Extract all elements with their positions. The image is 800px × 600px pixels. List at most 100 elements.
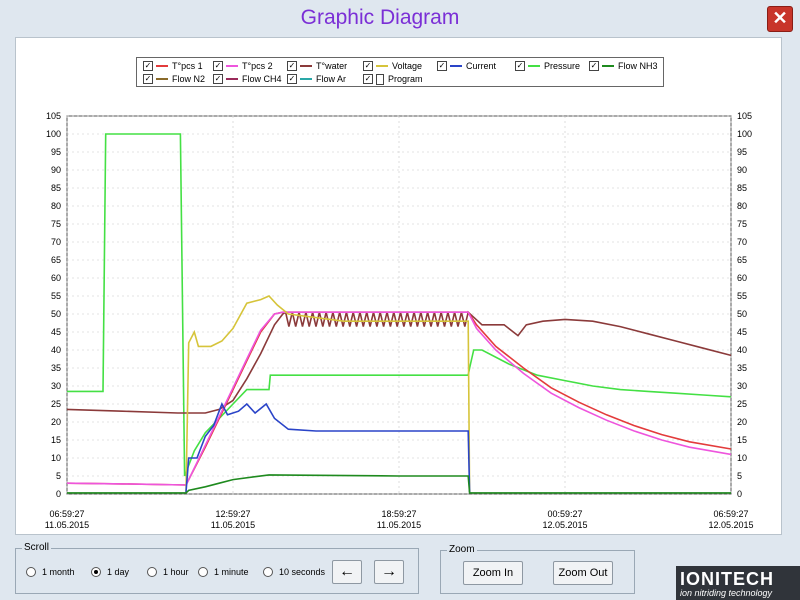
radio-label: 1 day	[107, 567, 130, 577]
y-tick-label-left: 50	[51, 309, 61, 319]
legend-checkbox[interactable]: ✓	[287, 61, 297, 71]
logo-tagline: ion nitriding technology	[680, 588, 773, 598]
y-tick-label-right: 70	[737, 237, 747, 247]
y-tick-label-left: 30	[51, 381, 61, 391]
y-tick-label-right: 30	[737, 381, 747, 391]
y-tick-label-left: 25	[51, 399, 61, 409]
legend-checkbox[interactable]: ✓	[213, 61, 223, 71]
legend-swatch	[528, 65, 540, 67]
series-line-flownh3	[67, 474, 731, 494]
series-line-current	[185, 402, 471, 493]
legend-item[interactable]: ✓ Pressure	[515, 60, 580, 72]
y-tick-label-left: 5	[56, 471, 61, 481]
radio-dot[interactable]	[198, 567, 208, 577]
x-tick-time: 06:59:27	[713, 509, 748, 519]
legend-item[interactable]: ✓ Flow NH3	[589, 60, 658, 72]
y-tick-label-left: 105	[46, 111, 61, 121]
legend-checkbox[interactable]: ✓	[515, 61, 525, 71]
y-tick-label-right: 50	[737, 309, 747, 319]
scroll-option[interactable]: 1 hour	[147, 567, 189, 577]
radio-label: 1 minute	[214, 567, 249, 577]
legend-label: Flow N2	[172, 74, 206, 84]
radio-dot[interactable]	[91, 567, 101, 577]
radio-dot[interactable]	[263, 567, 273, 577]
ionitech-logo: IONITECH ion nitriding technology	[676, 566, 800, 600]
legend-checkbox[interactable]: ✓	[589, 61, 599, 71]
scroll-forward-button[interactable]: →	[374, 560, 404, 584]
scroll-option[interactable]: 1 day	[91, 567, 129, 577]
y-tick-label-left: 70	[51, 237, 61, 247]
y-tick-label-left: 90	[51, 165, 61, 175]
y-tick-label-right: 85	[737, 183, 747, 193]
scroll-option[interactable]: 1 month	[26, 567, 75, 577]
radio-dot[interactable]	[147, 567, 157, 577]
legend-checkbox[interactable]: ✓	[143, 61, 153, 71]
legend-item[interactable]: ✓ T°pcs 1	[143, 60, 203, 72]
legend-item[interactable]: ✓ Flow CH4	[213, 73, 282, 85]
legend-checkbox[interactable]: ✓	[143, 74, 153, 84]
x-tick-date: 12.05.2015	[708, 520, 753, 530]
series-line-tpcs2	[66, 311, 732, 486]
scroll-group: Scroll 1 month 1 day 1 hour 1 minute 10 seco…	[15, 542, 419, 594]
y-tick-label-right: 55	[737, 291, 747, 301]
zoom-out-button[interactable]: Zoom Out	[553, 561, 613, 585]
y-tick-label-right: 5	[737, 471, 742, 481]
legend-item[interactable]: ✓ T°water	[287, 60, 347, 72]
scroll-option[interactable]: 1 minute	[198, 567, 249, 577]
legend-checkbox[interactable]: ✓	[213, 74, 223, 84]
y-tick-label-left: 85	[51, 183, 61, 193]
legend-item[interactable]: ✓ Program	[363, 73, 423, 85]
scroll-group-label: Scroll	[22, 542, 52, 553]
radio-dot[interactable]	[26, 567, 36, 577]
legend-label: Flow NH3	[618, 61, 658, 71]
y-tick-label-left: 100	[46, 129, 61, 139]
y-tick-label-right: 10	[737, 453, 747, 463]
legend-swatch	[602, 65, 614, 67]
y-tick-label-right: 100	[737, 129, 752, 139]
window-title: Graphic Diagram	[300, 6, 460, 29]
close-button[interactable]: ✕	[767, 6, 793, 32]
y-tick-label-left: 75	[51, 219, 61, 229]
legend-item[interactable]: ✓ T°pcs 2	[213, 60, 273, 72]
legend-item[interactable]: ✓ Voltage	[363, 60, 422, 72]
y-tick-label-right: 20	[737, 417, 747, 427]
legend-swatch	[156, 78, 168, 80]
y-tick-label-right: 35	[737, 363, 747, 373]
legend-checkbox[interactable]: ✓	[363, 61, 373, 71]
legend-item[interactable]: ✓ Flow N2	[143, 73, 205, 85]
y-tick-label-left: 55	[51, 291, 61, 301]
scroll-option[interactable]: 10 seconds	[263, 567, 325, 577]
legend-checkbox[interactable]: ✓	[287, 74, 297, 84]
legend-label: Current	[466, 61, 497, 71]
legend-label: T°pcs 1	[172, 61, 203, 71]
series-line-voltage	[185, 295, 471, 493]
x-tick-time: 06:59:27	[49, 509, 84, 519]
y-tick-label-left: 0	[56, 489, 61, 499]
legend-swatch	[226, 65, 238, 67]
legend-checkbox[interactable]: ✓	[363, 74, 373, 84]
legend-item[interactable]: ✓ Current	[437, 60, 496, 72]
y-tick-label-right: 40	[737, 345, 747, 355]
y-tick-label-right: 15	[737, 435, 747, 445]
legend-label: Program	[388, 74, 423, 84]
legend-label: T°pcs 2	[242, 61, 273, 71]
y-tick-label-right: 95	[737, 147, 747, 157]
y-tick-label-right: 60	[737, 273, 747, 283]
legend-swatch	[450, 65, 462, 67]
y-tick-label-left: 40	[51, 345, 61, 355]
y-tick-label-right: 80	[737, 201, 747, 211]
x-tick-date: 12.05.2015	[542, 520, 587, 530]
y-tick-label-right: 90	[737, 165, 747, 175]
y-tick-label-left: 80	[51, 201, 61, 211]
legend-item[interactable]: ✓ Flow Ar	[287, 73, 346, 85]
radio-label: 1 hour	[163, 567, 189, 577]
scroll-back-button[interactable]: ←	[332, 560, 362, 584]
y-tick-label-left: 20	[51, 417, 61, 427]
y-tick-label-right: 75	[737, 219, 747, 229]
zoom-in-button[interactable]: Zoom In	[463, 561, 523, 585]
legend-checkbox[interactable]: ✓	[437, 61, 447, 71]
legend: ✓ T°pcs 1 ✓ T°pcs 2 ✓ T°water ✓ Voltage ✓ Current…	[136, 57, 664, 87]
legend-label: Flow Ar	[316, 74, 347, 84]
legend-label: T°water	[316, 61, 348, 71]
